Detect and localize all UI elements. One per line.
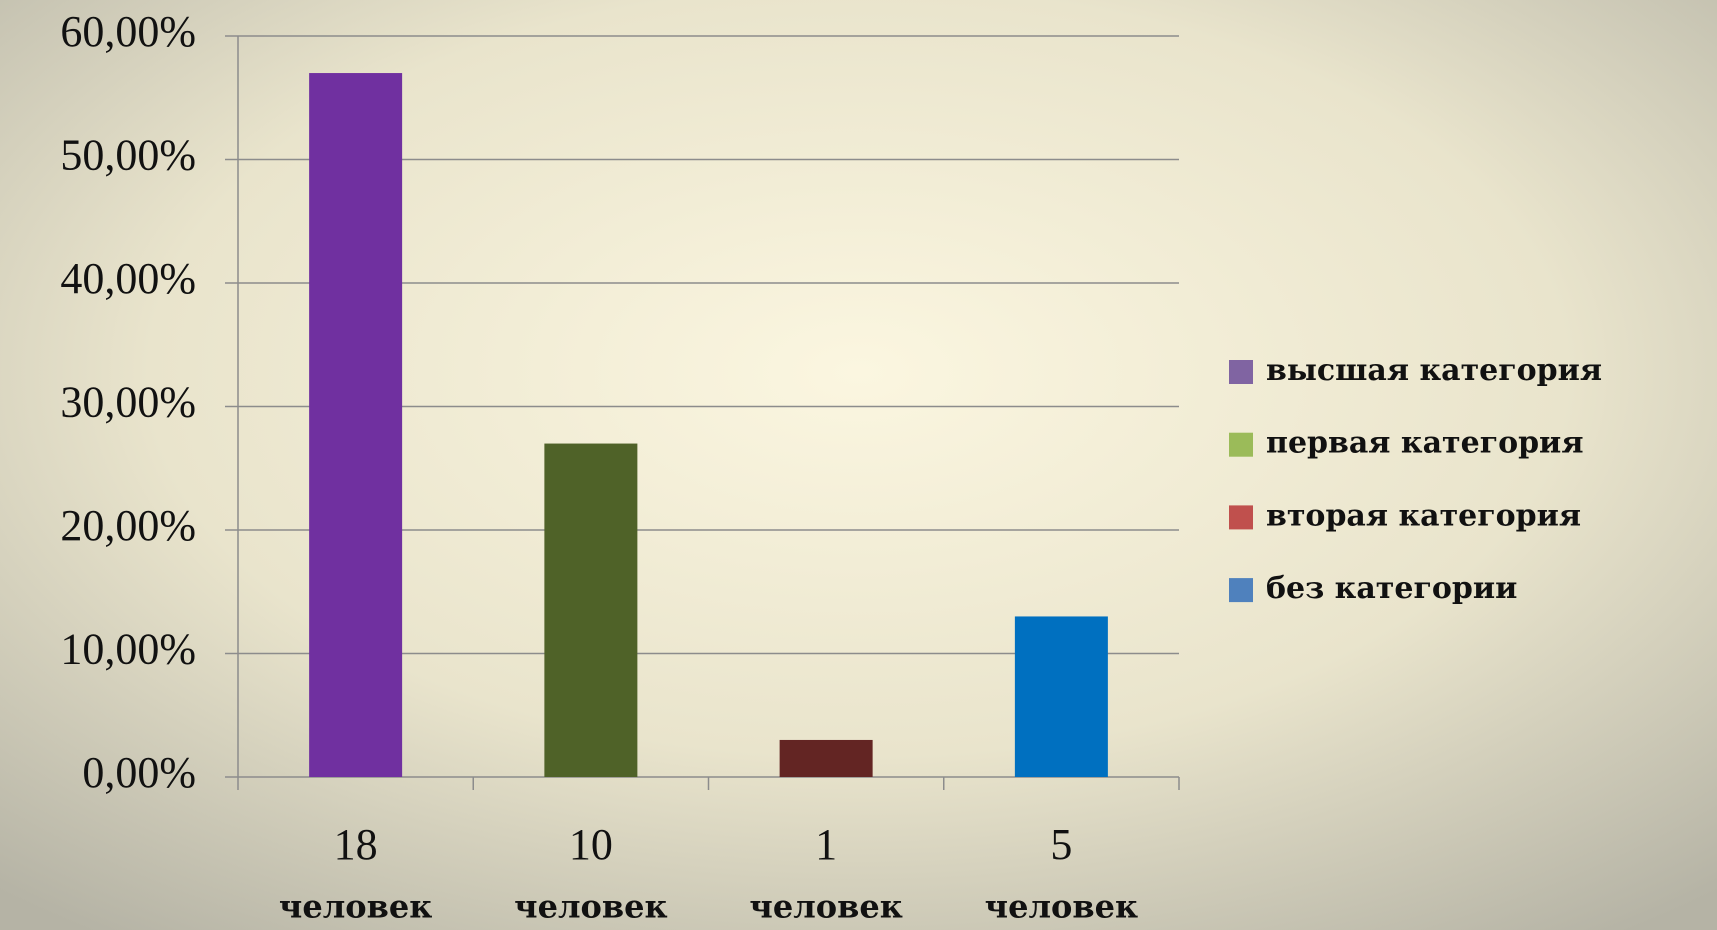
x-tick-label: 10 xyxy=(569,820,613,869)
legend-swatch xyxy=(1229,432,1253,457)
bar xyxy=(779,739,873,777)
y-tick-label: 20,00% xyxy=(60,501,196,550)
x-tick-label: человек xyxy=(514,888,667,926)
x-tick-label: 1 xyxy=(815,820,837,869)
legend-swatch xyxy=(1229,505,1253,530)
x-tick-label: 18 xyxy=(334,820,378,869)
x-tick-label: человек xyxy=(279,888,432,926)
y-tick-label: 0,00% xyxy=(82,748,196,797)
y-tick-label: 60,00% xyxy=(60,7,196,56)
legend-swatch xyxy=(1229,360,1253,384)
x-tick-label: человек xyxy=(985,888,1138,926)
y-tick-label: 30,00% xyxy=(60,378,196,427)
legend-label: высшая категория xyxy=(1266,353,1602,388)
bar xyxy=(309,73,403,778)
legend-label: вторая категория xyxy=(1266,498,1581,533)
legend-label: первая категория xyxy=(1266,426,1583,461)
legend-label: без категории xyxy=(1266,571,1517,606)
y-tick-label: 50,00% xyxy=(60,131,196,180)
bar xyxy=(544,443,638,777)
legend-swatch xyxy=(1229,578,1253,603)
bar xyxy=(1014,616,1108,777)
x-tick-label: 5 xyxy=(1050,820,1072,869)
y-tick-label: 40,00% xyxy=(60,254,196,303)
x-tick-label: человек xyxy=(749,888,902,926)
y-tick-label: 10,00% xyxy=(60,625,196,674)
